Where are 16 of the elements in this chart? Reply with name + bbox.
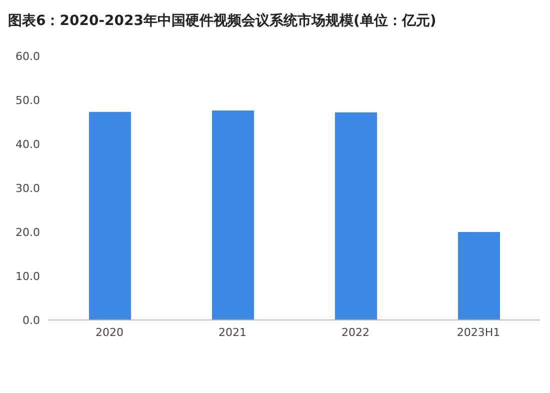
y-tick-label: 0.0 xyxy=(22,314,40,327)
x-tick-label: 2022 xyxy=(342,326,370,339)
y-tick-label: 30.0 xyxy=(16,182,40,195)
y-tick-label: 20.0 xyxy=(16,226,40,239)
y-tick-label: 60.0 xyxy=(16,50,40,63)
y-tick-label: 40.0 xyxy=(16,138,40,151)
y-tick-label: 50.0 xyxy=(16,94,40,107)
chart-title: 图表6：2020-2023年中国硬件视频会议系统市场规模(单位：亿元) xyxy=(8,12,436,30)
bar xyxy=(89,112,131,320)
x-tick-label: 2021 xyxy=(218,326,246,339)
y-tick-label: 10.0 xyxy=(16,270,40,283)
x-tick-label: 2020 xyxy=(96,326,124,339)
bar xyxy=(458,232,500,320)
bar xyxy=(335,112,377,320)
bar xyxy=(212,110,254,320)
x-tick-label: 2023H1 xyxy=(456,326,500,339)
